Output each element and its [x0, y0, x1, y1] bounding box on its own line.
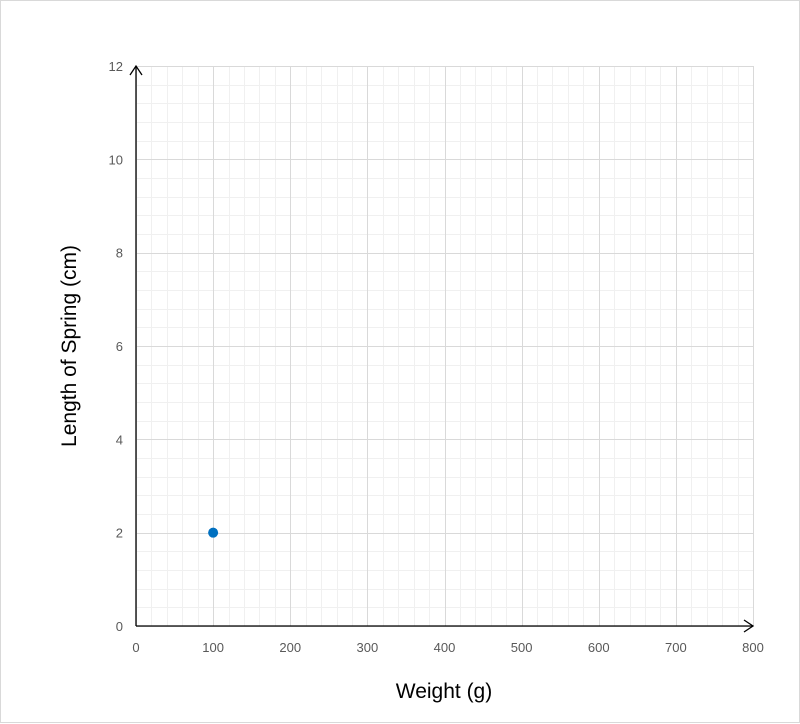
- y-tick-label: 0: [116, 619, 123, 634]
- x-tick-label: 300: [357, 640, 379, 655]
- x-tick-label: 500: [511, 640, 533, 655]
- y-tick-label: 10: [109, 152, 123, 167]
- x-axis-arrow-icon: [743, 619, 755, 633]
- data-point: [208, 527, 219, 538]
- x-tick-label: 200: [279, 640, 301, 655]
- y-tick-label: 2: [116, 526, 123, 541]
- y-tick-label: 4: [116, 432, 123, 447]
- y-axis-tick-labels: 0 2 4 6 8 10 12: [109, 59, 123, 634]
- x-tick-label: 600: [588, 640, 610, 655]
- x-tick-label: 700: [665, 640, 687, 655]
- x-axis-title: Weight (g): [396, 680, 492, 703]
- y-tick-label: 12: [109, 59, 123, 74]
- y-axis-arrow-icon: [129, 64, 143, 76]
- x-axis-tick-labels: 0 100 200 300 400 500 600 700 800: [132, 640, 763, 655]
- x-tick-label: 800: [742, 640, 764, 655]
- y-tick-label: 6: [116, 339, 123, 354]
- y-axis-title: Length of Spring (cm): [58, 245, 81, 447]
- x-tick-label: 400: [434, 640, 456, 655]
- x-tick-label: 100: [202, 640, 224, 655]
- data-points: [208, 527, 219, 538]
- x-tick-label: 0: [132, 640, 139, 655]
- y-tick-label: 8: [116, 246, 123, 261]
- axes: [129, 64, 755, 633]
